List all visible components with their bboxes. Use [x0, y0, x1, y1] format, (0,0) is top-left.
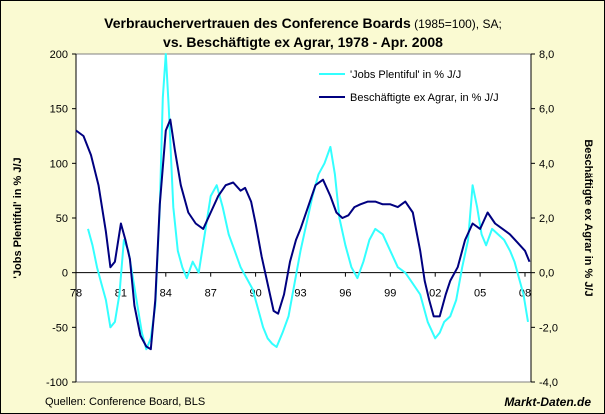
- x-tick-label: 84: [160, 288, 172, 300]
- x-tick-label: 05: [474, 288, 486, 300]
- y-right-tick-label: 0,0: [539, 268, 554, 280]
- x-tick-label: 87: [205, 288, 217, 300]
- sources-note: Quellen: Conference Board, BLS: [45, 396, 205, 408]
- x-tick-label: 78: [70, 288, 82, 300]
- series-line-employment: [75, 118, 531, 351]
- y-left-tick-label: 200: [50, 49, 68, 61]
- y-left-tick-label: 150: [50, 104, 68, 116]
- series-layer: [75, 53, 531, 351]
- legend-label-employment: Beschäftigte ex Agrar, in % J/J: [350, 92, 499, 104]
- y-right-tick-label: 6,0: [539, 104, 554, 116]
- chart-title-line-2: vs. Beschäftigte ex Agrar, 1978 - Apr. 2…: [163, 34, 443, 50]
- y-right-tick-label: 2,0: [539, 213, 554, 225]
- chart-title-normal: (1985=100), SA;: [411, 17, 502, 31]
- y-right-axis-title: Beschäftigte ex Agrar in % J/J: [582, 139, 594, 296]
- y-right-axis-ticks: 8,0 6,0 4,0 2,0 0,0 -2,0 -4,0: [531, 49, 558, 389]
- x-tick-label: 81: [115, 288, 127, 300]
- y-left-tick-label: 100: [50, 158, 68, 170]
- y-left-tick-label: 50: [56, 213, 68, 225]
- y-left-axis-title: 'Jobs Plentiful' in % J/J: [12, 157, 24, 278]
- y-left-tick-label: -50: [52, 322, 68, 334]
- y-right-tick-label: -2,0: [539, 322, 558, 334]
- y-right-tick-label: 4,0: [539, 158, 554, 170]
- brand-label: Markt-Daten.de: [504, 395, 591, 409]
- x-tick-label: 93: [294, 288, 306, 300]
- series-line-jobs-plentiful: [87, 53, 529, 351]
- chart-title-line-1: Verbrauchervertrauen des Conference Boar…: [104, 15, 502, 31]
- y-right-tick-label: -4,0: [539, 377, 558, 389]
- chart-title-bold: Verbrauchervertrauen des Conference Boar…: [104, 15, 411, 31]
- x-tick-label: 96: [339, 288, 351, 300]
- x-axis-ticks: 78 81 84 87 90 93 96 99 02 05 08: [70, 272, 531, 300]
- x-tick-label: 02: [429, 288, 441, 300]
- y-left-tick-label: -100: [46, 377, 68, 389]
- x-tick-label: 99: [384, 288, 396, 300]
- legend-label-jobs-plentiful: 'Jobs Plentiful' in % J/J: [350, 69, 461, 81]
- y-left-axis-ticks: 200 150 100 50 0 -50 -100: [46, 49, 76, 389]
- legend: 'Jobs Plentiful' in % J/J Beschäftigte e…: [319, 69, 499, 104]
- y-right-tick-label: 8,0: [539, 49, 554, 61]
- y-left-tick-label: 0: [62, 268, 68, 280]
